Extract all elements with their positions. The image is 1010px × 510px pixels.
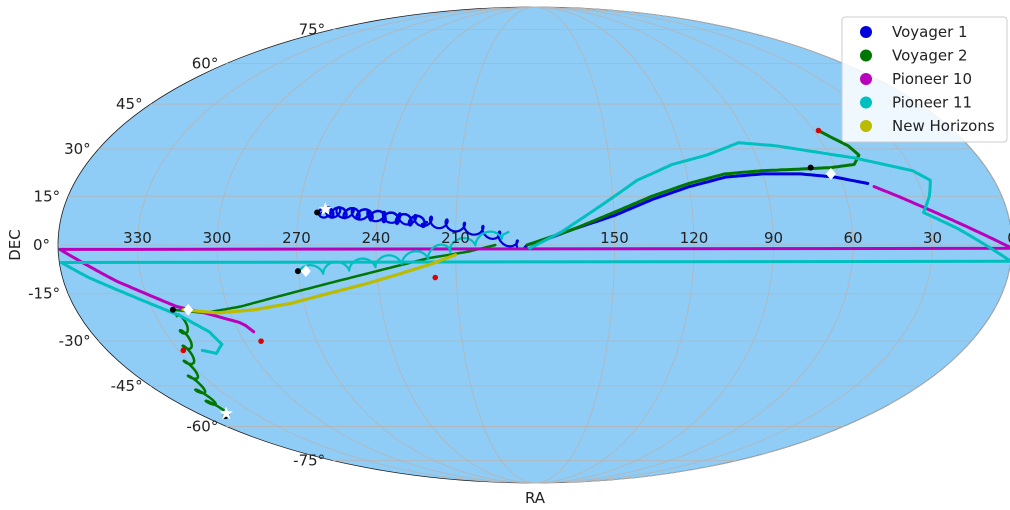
pioneer-10-track xyxy=(58,185,1010,334)
ra-gridline xyxy=(534,6,933,484)
dec-tick-label: -30° xyxy=(59,332,91,350)
ra-tick-label: 240 xyxy=(362,229,391,247)
new-horizons-start-marker xyxy=(169,306,176,313)
legend-marker xyxy=(860,49,872,62)
ra-tick-label: 120 xyxy=(680,229,709,247)
ra-tick-label: 210 xyxy=(441,229,470,247)
legend-marker xyxy=(860,26,872,38)
new-horizons-end-marker xyxy=(432,274,439,281)
pioneer-11-start-marker xyxy=(294,268,301,275)
dec-tick-label: -75° xyxy=(293,452,325,470)
ra-tick-label: 330 xyxy=(123,229,152,247)
pioneer-10-current-marker xyxy=(825,167,836,180)
dec-tick-label: -15° xyxy=(28,285,60,303)
y-axis-label: DEC xyxy=(6,229,24,261)
legend-entry: Voyager 2 xyxy=(892,47,968,65)
voyager-2-spiral-end-marker xyxy=(180,347,187,354)
ra-tick-label: 30 xyxy=(923,229,942,247)
ra-gridline xyxy=(534,6,774,484)
dec-tick-label: -45° xyxy=(111,377,143,395)
voyager-1-start-marker xyxy=(314,209,321,216)
legend-marker xyxy=(860,120,872,132)
dec-tick-label: 30° xyxy=(64,140,91,158)
ra-gridline xyxy=(455,6,536,484)
ra-gridline xyxy=(296,6,536,484)
ra-gridline xyxy=(534,6,854,484)
ra-gridline xyxy=(216,6,536,484)
dec-tick-label: 75° xyxy=(299,20,326,38)
voyager-1-current-marker xyxy=(318,202,333,215)
ra-gridline xyxy=(137,6,536,484)
ra-gridline xyxy=(534,6,615,484)
pioneer-11-current-marker xyxy=(300,265,311,278)
voyager-2-start-marker xyxy=(807,164,814,171)
voyager-2-current-marker xyxy=(219,406,233,420)
legend-entry: Pioneer 10 xyxy=(892,70,972,88)
ra-tick-label: 150 xyxy=(600,229,629,247)
voyager-2-track xyxy=(525,129,861,247)
legend-marker xyxy=(860,73,872,85)
dec-tick-label: 15° xyxy=(34,187,61,205)
legend-entry: New Horizons xyxy=(892,117,995,135)
ra-tick-label: 0 xyxy=(1007,229,1010,247)
ra-tick-label: 90 xyxy=(764,229,783,247)
ra-tick-label: 60 xyxy=(843,229,862,247)
voyager-1-points xyxy=(317,206,519,250)
voyager-2-track-east xyxy=(171,243,497,315)
tick-labels: 150120906030033030027024021075°60°45°30°… xyxy=(28,20,1010,469)
ra-gridline xyxy=(375,6,536,484)
dec-tick-label: 0° xyxy=(33,236,50,254)
voyager-2-end-marker xyxy=(815,127,822,134)
dec-tick-label: -60° xyxy=(186,417,218,435)
new-horizons-current-marker xyxy=(183,303,194,316)
legend-frame xyxy=(841,16,1008,143)
pioneer-10-end-marker xyxy=(258,338,264,344)
voyager-2-spiral xyxy=(175,313,230,417)
graticule xyxy=(58,6,1010,484)
legend-entry: Voyager 1 xyxy=(892,23,968,41)
plot-area xyxy=(57,6,1010,484)
ra-tick-label: 300 xyxy=(203,229,232,247)
ra-gridline xyxy=(534,6,695,484)
dec-tick-label: 45° xyxy=(116,95,143,113)
legend: Voyager 1 Voyager 2 Pioneer 10 Pioneer 11 Ne… xyxy=(841,16,1008,143)
pioneer-11-loop-track xyxy=(297,230,510,275)
ra-tick-label: 270 xyxy=(282,229,311,247)
legend-marker xyxy=(860,96,872,109)
pioneer-11-track xyxy=(59,141,1010,355)
new-horizons-track xyxy=(181,253,458,315)
dec-tick-label: 60° xyxy=(192,55,219,73)
x-axis-label: RA xyxy=(525,489,546,507)
legend-entry: Pioneer 11 xyxy=(892,94,972,112)
